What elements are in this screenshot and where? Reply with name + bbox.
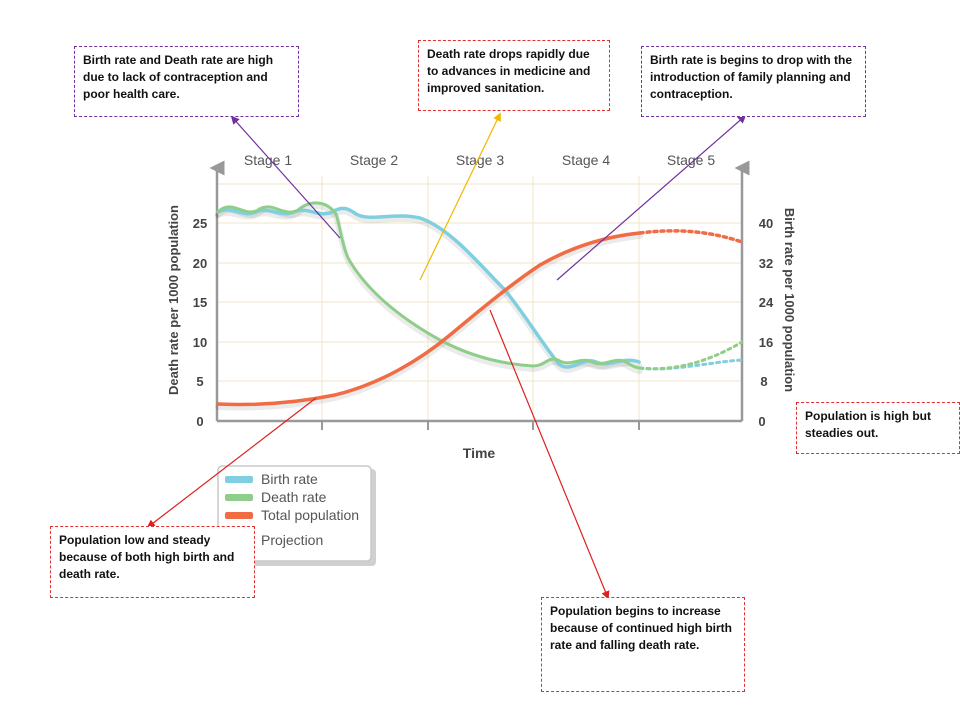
left-tick-label: 10 xyxy=(193,335,207,350)
death-rate-line xyxy=(216,201,642,370)
legend: Birth rate Death rate Total population P… xyxy=(217,465,376,566)
stage-label: Stage 3 xyxy=(456,152,504,168)
arrow-population-low-note xyxy=(146,397,317,529)
legend-swatch-birth-rate xyxy=(225,476,253,483)
birth-rate-line xyxy=(216,206,641,369)
note-population-increase: Population begins to increase because of… xyxy=(541,597,745,692)
legend-box xyxy=(217,465,372,562)
population-projection xyxy=(638,229,744,244)
legend-label: Birth rate xyxy=(261,471,318,487)
death-rate-projection xyxy=(638,340,744,371)
note-birth-rate-drops: Birth rate is begins to drop with the in… xyxy=(641,46,866,117)
total-population-line xyxy=(216,231,642,407)
left-tick-label: 20 xyxy=(193,256,207,271)
legend-label: Total population xyxy=(261,507,359,523)
birth-rate-shadow xyxy=(215,208,642,374)
legend-swatch-death-rate xyxy=(225,494,253,501)
right-tick-label: 16 xyxy=(759,335,773,350)
chart-axes xyxy=(209,160,750,430)
x-axis-title: Time xyxy=(463,445,496,461)
note-population-steadies: Population is high but steadies out. xyxy=(796,402,960,454)
series-lines xyxy=(216,201,744,407)
stage-label: Stage 2 xyxy=(350,152,398,168)
legend-label: Projection xyxy=(261,532,323,548)
right-tick-label: 32 xyxy=(759,256,773,271)
left-tick-label: 25 xyxy=(193,216,207,231)
right-axis-ticks: 0 8 16 24 32 40 xyxy=(758,216,774,429)
stage-labels: Stage 1 Stage 2 Stage 3 Stage 4 Stage 5 xyxy=(244,152,715,168)
stage-label: Stage 5 xyxy=(667,152,715,168)
left-axis-title: Death rate per 1000 population xyxy=(166,205,181,395)
stage-label: Stage 4 xyxy=(562,152,610,168)
right-tick-label: 24 xyxy=(759,295,774,310)
arrow-stage1-note xyxy=(230,115,341,239)
left-tick-label: 5 xyxy=(196,374,203,389)
note-population-low: Population low and steady because of bot… xyxy=(50,526,255,598)
arrow-birth-drop-note xyxy=(556,114,747,281)
right-tick-label: 0 xyxy=(758,414,765,429)
left-tick-label: 15 xyxy=(193,295,207,310)
note-high-birth-death: Birth rate and Death rate are high due t… xyxy=(74,46,299,117)
legend-label: Death rate xyxy=(261,489,327,505)
left-tick-label: 0 xyxy=(196,414,203,429)
arrow-population-increase-note xyxy=(489,309,610,600)
population-shadow xyxy=(215,233,643,411)
stage-label: Stage 1 xyxy=(244,152,292,168)
legend-swatch-total-population xyxy=(225,512,253,519)
right-tick-label: 40 xyxy=(759,216,773,231)
death-rate-shadow xyxy=(215,203,643,374)
right-tick-label: 8 xyxy=(760,374,767,389)
right-axis-title: Birth rate per 1000 population xyxy=(782,208,797,392)
note-death-rate-drops: Death rate drops rapidly due to advances… xyxy=(418,40,610,111)
left-axis-ticks: 0 5 10 15 20 25 xyxy=(193,216,207,429)
annotation-arrows xyxy=(146,112,747,600)
arrow-death-drop-note xyxy=(419,112,501,281)
series-shadows xyxy=(215,203,643,411)
